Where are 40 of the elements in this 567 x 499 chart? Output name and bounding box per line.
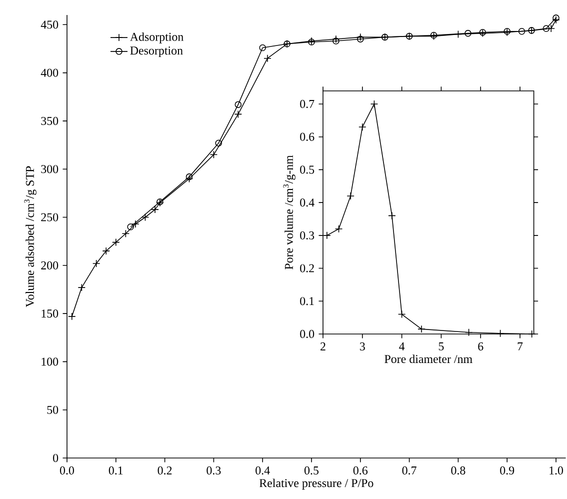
x-tick-label: 0.6 <box>353 466 368 475</box>
y-tick-label: 0.4 <box>300 198 314 207</box>
legend-label: Desorption <box>130 46 183 58</box>
y-tick-label: 0.0 <box>300 330 314 338</box>
y-tick-label: 0.1 <box>300 297 314 306</box>
x-tick-label: 6 <box>478 342 484 350</box>
y-tick-label: 50 <box>47 406 58 414</box>
y-tick-label: 150 <box>42 310 58 318</box>
y-tick-label: 0.2 <box>300 264 314 272</box>
legend-label: Adsorption <box>130 32 184 44</box>
x-tick-label: 1.0 <box>550 466 564 475</box>
x-axis-title: Relative pressure / P/Po <box>259 478 374 490</box>
y-tick-label: 200 <box>41 261 58 270</box>
x-axis-title: Pore diameter /nm <box>384 354 472 364</box>
x-tick-label: 2 <box>320 342 326 350</box>
y-axis-title: Volume adsorbed /cm$^{3}$/g STP <box>24 166 36 308</box>
y-tick-label: 300 <box>41 165 58 174</box>
x-tick-label: 0.3 <box>206 466 221 475</box>
y-tick-label: 400 <box>40 68 58 77</box>
y-tick-label: 0 <box>53 454 58 462</box>
y-tick-label: 0.7 <box>300 100 314 108</box>
x-tick-label: 0.9 <box>500 466 514 475</box>
x-tick-label: 4 <box>399 342 405 350</box>
x-tick-label: 3 <box>360 342 365 350</box>
x-tick-label: 0.7 <box>402 466 416 475</box>
x-tick-label: 0.0 <box>60 466 74 475</box>
x-tick-label: 0.1 <box>108 466 123 475</box>
y-tick-label: 450 <box>40 20 58 29</box>
x-tick-label: 0.8 <box>451 466 466 475</box>
y-tick-label: 0.6 <box>300 132 314 141</box>
y-tick-label: 0.5 <box>300 166 314 174</box>
y-axis-title: Pore volume /cm$^{3}$/g-nm <box>283 155 296 270</box>
y-tick-label: 0.3 <box>300 231 314 240</box>
y-tick-label: 350 <box>41 116 58 125</box>
x-tick-label: 7 <box>518 342 523 350</box>
y-tick-label: 100 <box>42 358 58 366</box>
x-tick-label: 0.2 <box>158 466 172 475</box>
y-tick-label: 250 <box>41 213 58 222</box>
x-tick-label: 0.4 <box>256 466 270 475</box>
x-tick-label: 5 <box>438 342 444 350</box>
